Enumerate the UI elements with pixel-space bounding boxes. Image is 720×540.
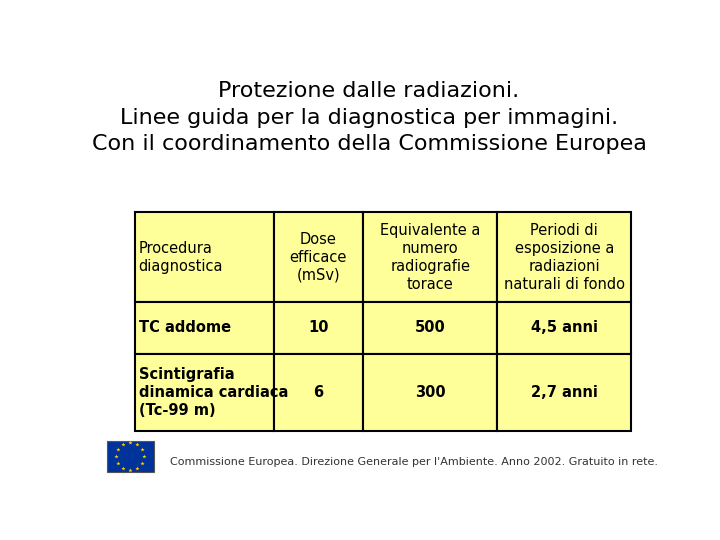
Text: 500: 500 <box>415 320 446 335</box>
Bar <box>363 302 498 354</box>
Text: 6: 6 <box>313 384 323 400</box>
Text: TC addome: TC addome <box>139 320 230 335</box>
Polygon shape <box>140 448 145 451</box>
Bar <box>107 441 154 472</box>
Text: 300: 300 <box>415 384 446 400</box>
Bar <box>135 302 274 354</box>
Bar <box>135 354 274 431</box>
Text: Protezione dalle radiazioni.
Linee guida per la diagnostica per immagini.
Con il: Protezione dalle radiazioni. Linee guida… <box>91 82 647 154</box>
Bar <box>135 212 274 302</box>
Polygon shape <box>114 455 119 458</box>
Text: Procedura
diagnostica: Procedura diagnostica <box>139 241 223 274</box>
Polygon shape <box>122 443 125 447</box>
Bar <box>498 302 631 354</box>
Text: Commissione Europea. Direzione Generale per l'Ambiente. Anno 2002. Gratuito in r: Commissione Europea. Direzione Generale … <box>170 457 657 467</box>
Polygon shape <box>135 443 140 447</box>
Polygon shape <box>128 441 132 444</box>
Text: Dose
efficace
(mSv): Dose efficace (mSv) <box>289 232 347 283</box>
Polygon shape <box>128 468 132 472</box>
Text: 2,7 anni: 2,7 anni <box>531 384 598 400</box>
Bar <box>363 354 498 431</box>
Bar <box>363 212 498 302</box>
Text: Equivalente a
numero
radiografie
torace: Equivalente a numero radiografie torace <box>380 223 480 292</box>
Bar <box>274 354 363 431</box>
Polygon shape <box>117 448 120 451</box>
Bar <box>274 212 363 302</box>
Text: Scintigrafia
dinamica cardiaca
(Tc-99 m): Scintigrafia dinamica cardiaca (Tc-99 m) <box>139 367 288 417</box>
Polygon shape <box>140 462 145 465</box>
Polygon shape <box>122 467 125 470</box>
Bar <box>274 302 363 354</box>
Bar <box>498 354 631 431</box>
Polygon shape <box>143 455 146 458</box>
Polygon shape <box>117 462 120 465</box>
Polygon shape <box>135 467 140 470</box>
Bar <box>498 212 631 302</box>
Text: 10: 10 <box>308 320 328 335</box>
Text: Periodi di
esposizione a
radiazioni
naturali di fondo: Periodi di esposizione a radiazioni natu… <box>504 223 625 292</box>
Text: 4,5 anni: 4,5 anni <box>531 320 598 335</box>
